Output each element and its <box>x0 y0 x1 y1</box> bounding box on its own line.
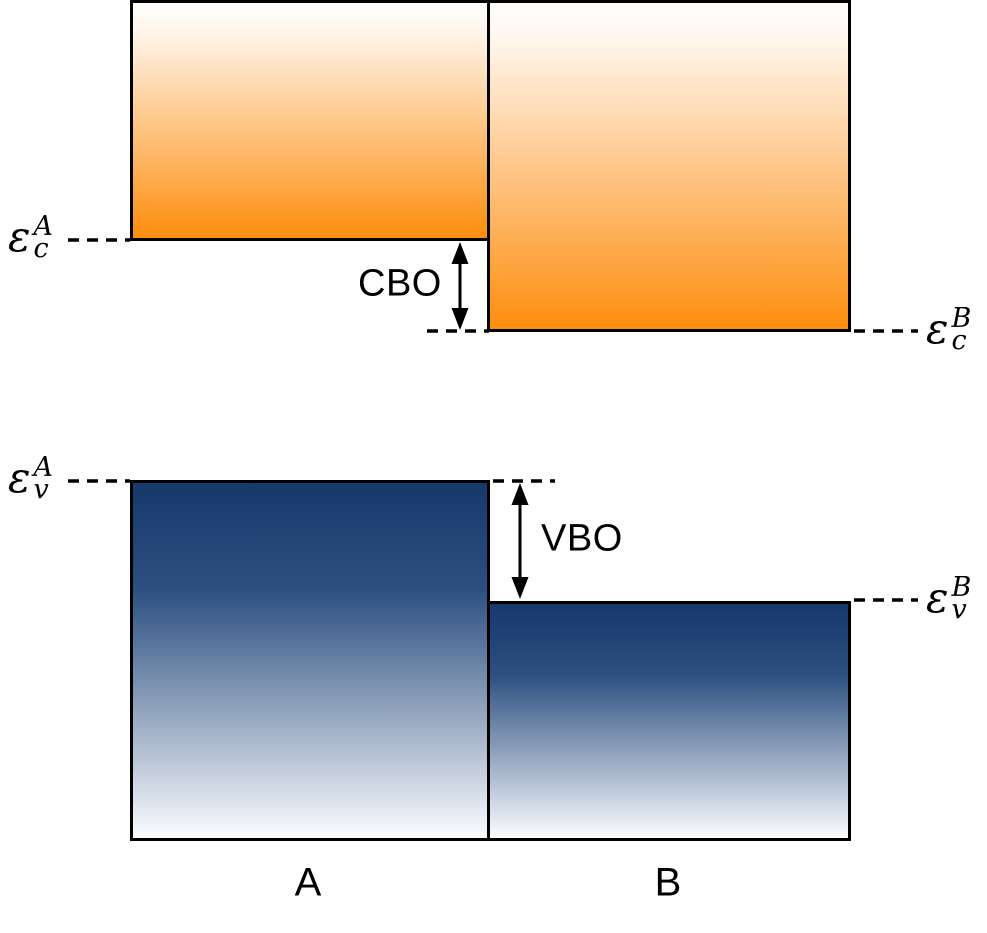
cbo-arrow <box>451 242 469 330</box>
cbo-label: CBO <box>358 262 442 305</box>
superscript: A <box>33 451 54 483</box>
dashed-line-cbo <box>427 329 489 333</box>
eps-c-b-label: ε B c <box>926 302 972 356</box>
subscript: c <box>33 233 49 264</box>
epsilon-symbol: ε <box>8 212 31 261</box>
superscript: B <box>951 302 972 334</box>
eps-c-a-label: ε A c <box>8 210 54 264</box>
conduction-band-b <box>487 0 851 332</box>
subscript: v <box>33 474 49 505</box>
vbo-label: VBO <box>541 517 623 560</box>
epsilon-symbol: ε <box>8 453 31 502</box>
dashed-line-eps-c-a <box>68 238 130 242</box>
valence-band-b <box>487 601 851 841</box>
superscript: B <box>951 571 972 603</box>
dashed-line-eps-c-b <box>854 329 918 333</box>
dashed-line-eps-v-b <box>854 598 918 602</box>
valence-band-a <box>130 480 490 841</box>
vbo-arrow <box>511 483 529 599</box>
eps-v-b-label: ε B v <box>926 571 972 625</box>
dashed-line-eps-v-a <box>68 479 130 483</box>
material-b-label: B <box>654 860 682 905</box>
eps-v-a-label: ε A v <box>8 451 54 505</box>
subscript: c <box>951 325 967 356</box>
conduction-band-a <box>130 0 490 241</box>
epsilon-symbol: ε <box>926 573 949 622</box>
epsilon-symbol: ε <box>926 304 949 353</box>
subscript: v <box>951 594 967 625</box>
dashed-line-vbo <box>493 479 555 483</box>
material-a-label: A <box>294 860 322 905</box>
superscript: A <box>33 210 54 242</box>
